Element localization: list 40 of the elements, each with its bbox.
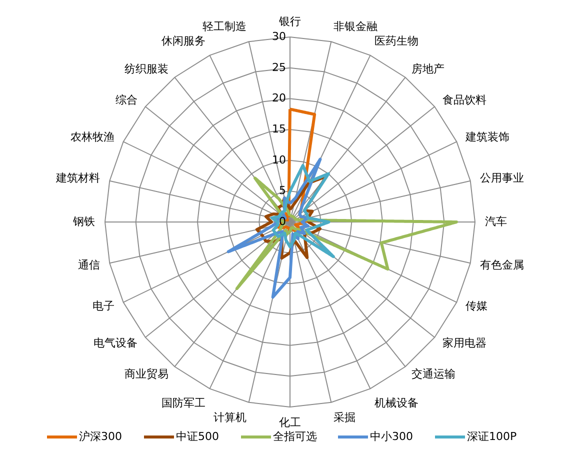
spoke-label: 银行 <box>278 15 301 28</box>
spoke-label: 休闲服务 <box>161 34 206 48</box>
spoke-label: 汽车 <box>485 215 507 228</box>
y-tick-label: 15 <box>272 122 286 136</box>
spoke-label: 建筑装饰 <box>464 130 510 144</box>
spoke-label: 电子 <box>92 300 114 313</box>
legend-label: 中小300 <box>370 430 413 443</box>
y-tick-label: 20 <box>272 92 286 105</box>
spoke-label: 医药生物 <box>374 34 419 48</box>
spoke-label: 非银金融 <box>333 20 378 33</box>
spoke-label: 交通运输 <box>412 367 456 380</box>
legend-label: 沪深300 <box>79 430 122 443</box>
legend-label: 中证500 <box>176 430 219 443</box>
spoke-label: 建筑材料 <box>54 172 100 185</box>
spoke-label: 综合 <box>116 93 138 106</box>
spoke-label: 钢铁 <box>72 215 95 228</box>
legend-label: 全指可选 <box>273 430 317 443</box>
legend-label: 深证100P <box>467 430 517 443</box>
y-tick-label: 30 <box>272 30 286 43</box>
spoke-label: 通信 <box>78 258 100 272</box>
spoke-label: 电气设备 <box>94 336 138 350</box>
spoke-label: 国防军工 <box>161 396 206 410</box>
spoke-label: 有色金属 <box>480 258 524 272</box>
spoke-label: 食品饮料 <box>442 93 486 106</box>
spoke-label: 计算机 <box>214 411 247 424</box>
spoke-label: 家用电器 <box>442 336 486 350</box>
spoke-label: 传媒 <box>466 300 488 313</box>
spoke-label: 轻工制造 <box>202 20 247 33</box>
spoke-label: 农林牧渔 <box>70 130 114 144</box>
y-tick-label: 10 <box>272 153 286 166</box>
y-tick-label: 25 <box>272 60 286 74</box>
spoke-label: 机械设备 <box>374 396 419 410</box>
y-tick-label: 5 <box>279 184 286 198</box>
spoke-label: 采掘 <box>333 411 356 424</box>
spoke-label: 商业贸易 <box>124 367 168 380</box>
spoke-label: 房地产 <box>412 62 445 76</box>
spoke-label: 公用事业 <box>480 172 524 185</box>
y-tick-label: 0 <box>279 215 286 228</box>
spoke-label: 化工 <box>279 416 301 429</box>
spoke-label: 纺织服装 <box>124 62 168 76</box>
